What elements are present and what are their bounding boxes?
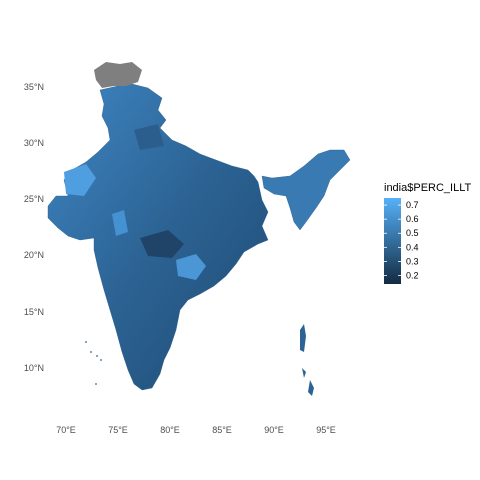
lon-tick-label: 80°E	[160, 425, 180, 435]
lakshadweep-island	[100, 359, 102, 361]
na-region	[94, 62, 142, 88]
lat-tick-label: 35°N	[24, 82, 44, 92]
latitude-axis: 35°N 30°N 25°N 20°N 15°N 10°N	[24, 82, 44, 373]
region-patch	[140, 230, 184, 258]
lon-tick-label: 75°E	[108, 425, 128, 435]
legend-tick-label: 0.7	[406, 200, 419, 210]
region-patch	[134, 124, 164, 150]
lakshadweep-island	[90, 351, 92, 353]
region-patch	[176, 254, 206, 280]
lon-tick-label: 70°E	[56, 425, 76, 435]
longitude-axis: 70°E 75°E 80°E 85°E 90°E 95°E	[56, 425, 336, 435]
lakshadweep-island	[85, 341, 87, 343]
legend-tick-label: 0.6	[406, 214, 419, 224]
lakshadweep-island	[95, 383, 97, 385]
lon-tick-label: 95°E	[316, 425, 336, 435]
lakshadweep-island	[96, 355, 98, 357]
lat-tick-label: 30°N	[24, 138, 44, 148]
legend-tick-label: 0.4	[406, 242, 419, 252]
lat-tick-label: 10°N	[24, 363, 44, 373]
india-map	[47, 62, 351, 396]
region-patch	[112, 210, 128, 236]
lat-tick-label: 15°N	[24, 307, 44, 317]
region-patch	[64, 164, 96, 196]
legend: india$PERC_ILLT 0.7 0.6 0.5 0.4 0.3 0.2	[384, 182, 472, 284]
legend-tick-label: 0.5	[406, 228, 419, 238]
lon-tick-label: 90°E	[264, 425, 284, 435]
andaman-islands	[300, 324, 306, 352]
andaman-islands	[302, 368, 306, 378]
lon-tick-label: 85°E	[212, 425, 232, 435]
lat-tick-label: 20°N	[24, 250, 44, 260]
nicobar-islands	[308, 380, 314, 396]
legend-ticks: 0.7 0.6 0.5 0.4 0.3 0.2	[384, 200, 419, 281]
legend-tick-label: 0.3	[406, 256, 419, 266]
legend-tick-label: 0.2	[406, 271, 419, 281]
lat-tick-label: 25°N	[24, 194, 44, 204]
legend-title: india$PERC_ILLT	[384, 182, 472, 194]
india-northeast	[261, 149, 351, 231]
legend-colorbar	[384, 198, 401, 284]
